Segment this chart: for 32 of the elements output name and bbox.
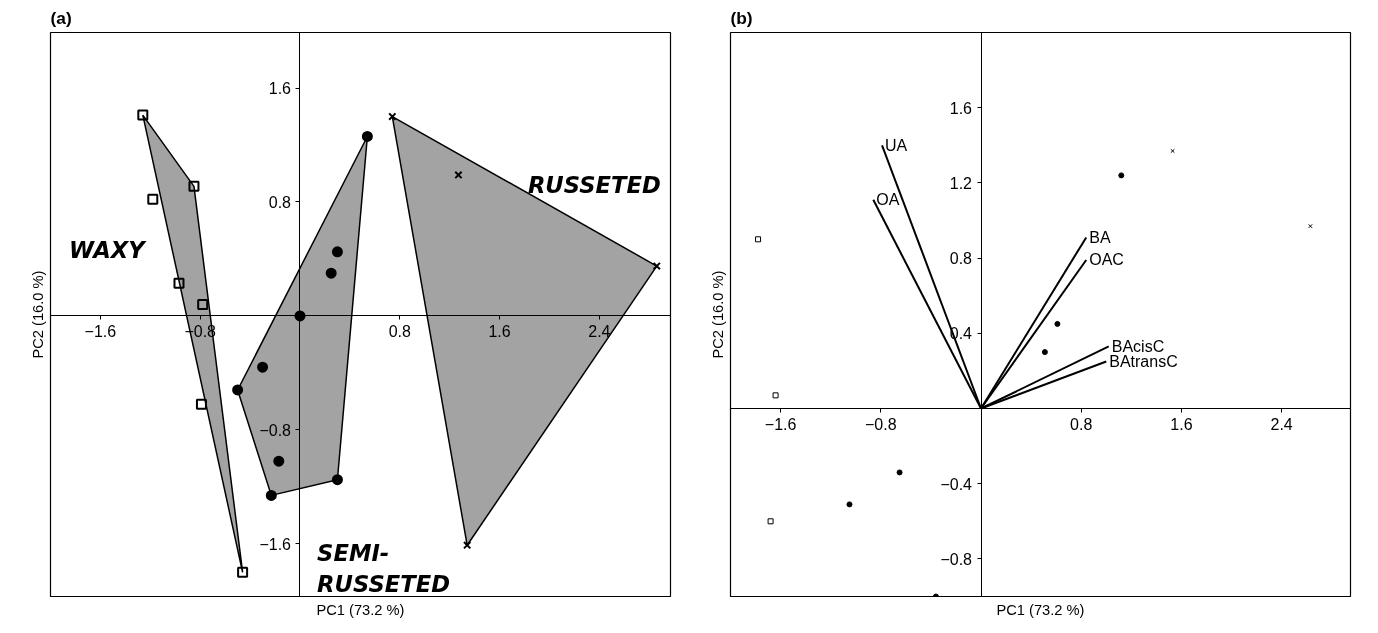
annotation: SEMI- RUSSETED	[317, 539, 450, 597]
chart-title: (b)	[730, 7, 753, 28]
y-tick-label: 0.8	[268, 193, 292, 211]
chart-title: (a)	[50, 7, 72, 28]
y-axis-title: PC2 (16.0 %)	[29, 270, 46, 359]
x-tick-label: 0.8	[388, 322, 412, 340]
x-tick-label: 1.6	[488, 322, 511, 340]
annotation: RUSSETED	[527, 171, 661, 198]
x-tick-label: 2.4	[1270, 415, 1293, 433]
y-tick-label: −1.6	[259, 535, 292, 553]
y-tick-label: 1.6	[949, 99, 973, 117]
series-label: BAcisC	[1111, 337, 1165, 355]
series-label: BAtransC	[1109, 353, 1178, 370]
series-label: OAC	[1089, 251, 1124, 269]
x-tick-label: −0.8	[865, 415, 897, 433]
y-tick-label: 0.8	[949, 250, 973, 268]
annotation: WAXY	[69, 236, 148, 263]
x-tick-label: 1.6	[1170, 415, 1193, 433]
y-tick-label: 1.2	[949, 174, 973, 192]
y-axis-title: PC2 (16.0 %)	[709, 270, 726, 359]
series-label: OA	[876, 191, 900, 209]
x-tick-label: −1.6	[84, 322, 117, 340]
series-label: BA	[1089, 228, 1111, 246]
series-label: UA	[885, 136, 908, 154]
y-tick-label: −0.8	[940, 550, 973, 568]
x-axis-title: PC1 (73.2 %)	[316, 601, 405, 618]
x-tick-label: 2.4	[588, 322, 611, 340]
x-axis-title: PC1 (73.2 %)	[996, 601, 1085, 618]
y-tick-label: −0.4	[940, 475, 973, 493]
x-tick-label: −1.6	[764, 415, 797, 433]
y-tick-label: 1.6	[268, 80, 292, 98]
x-tick-label: 0.8	[1070, 415, 1093, 433]
